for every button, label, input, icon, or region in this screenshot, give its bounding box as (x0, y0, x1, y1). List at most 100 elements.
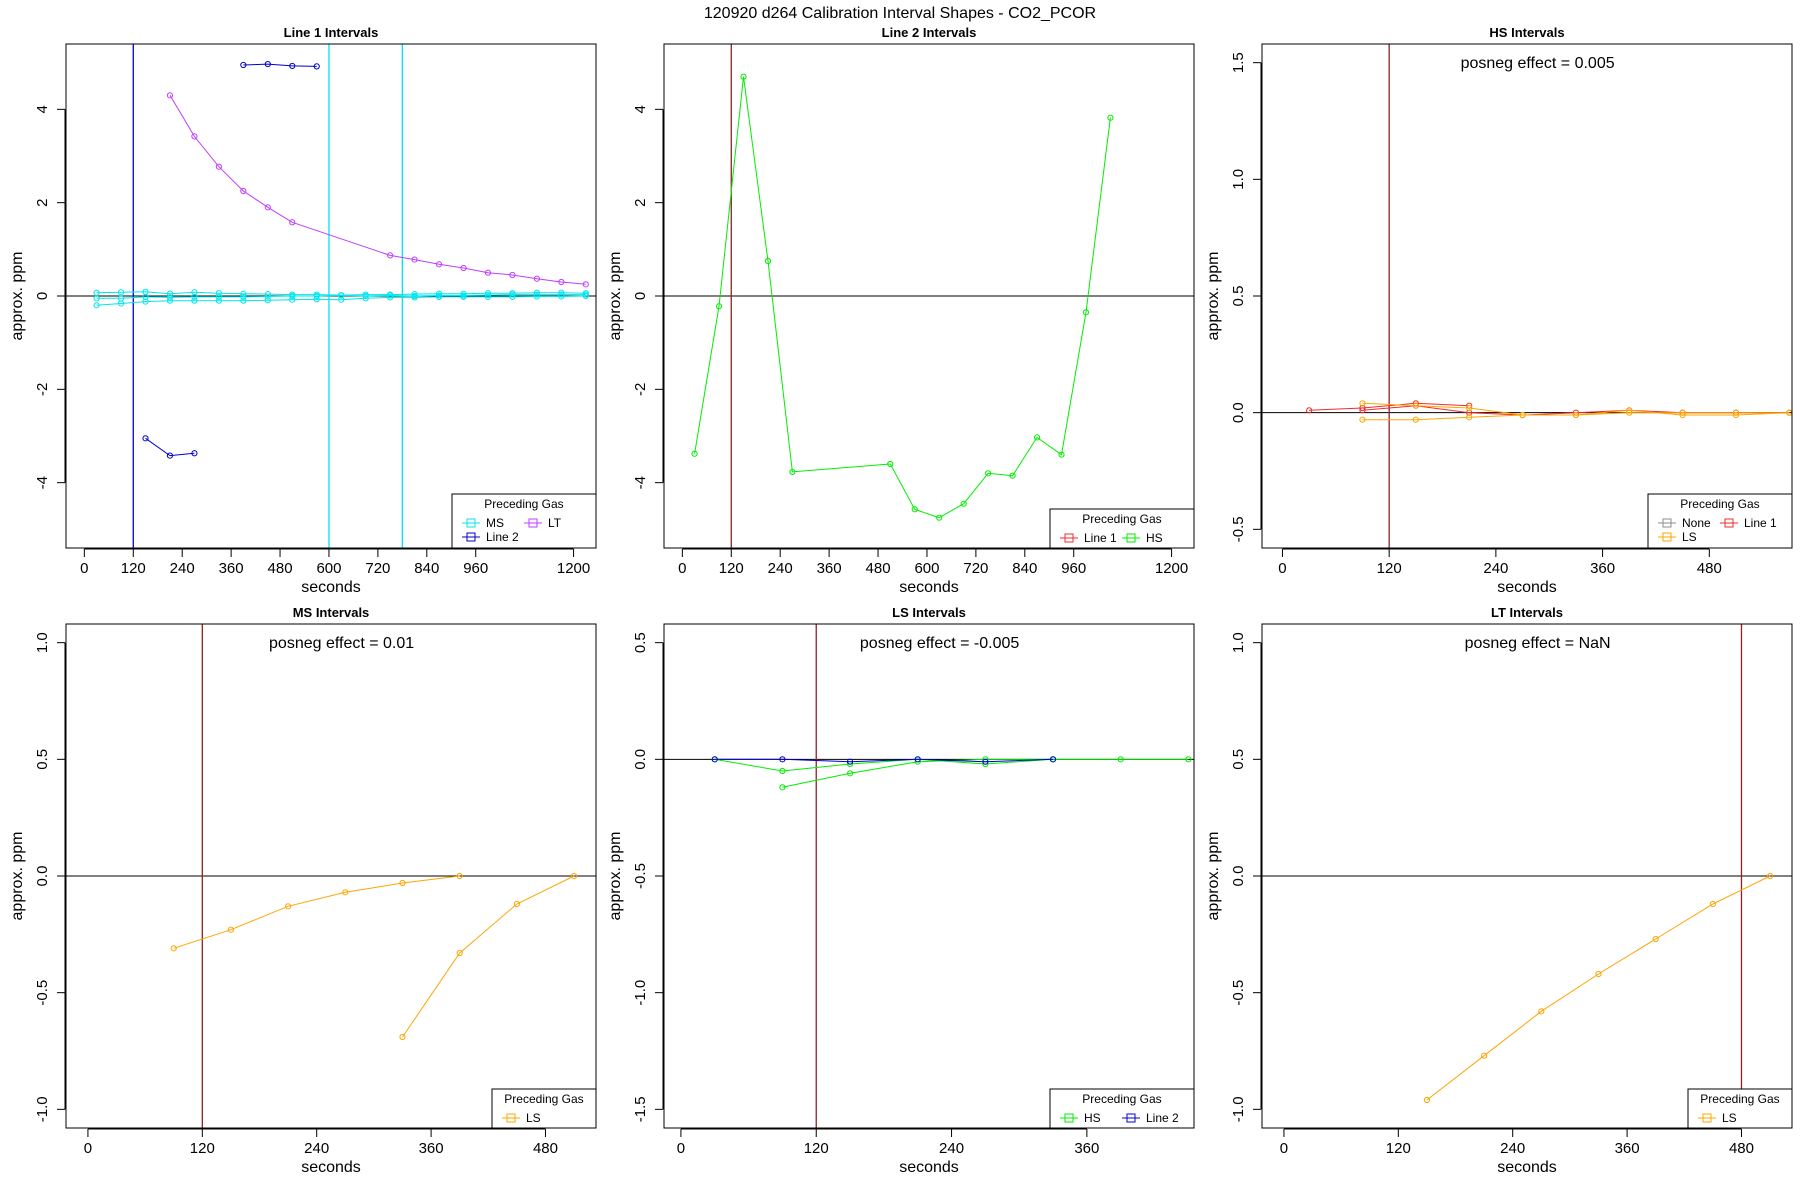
data-point (779, 784, 786, 791)
series-line (145, 437, 195, 457)
y-tick-label: 4 (632, 105, 649, 113)
data-point (435, 261, 443, 268)
legend-swatch-marker (466, 518, 476, 528)
data-point (362, 292, 369, 300)
panel-title: LT Intervals (1491, 605, 1563, 620)
y-tick-label: 4 (34, 105, 51, 113)
data-point (117, 289, 125, 296)
data-point (435, 292, 443, 299)
data-point (342, 889, 349, 896)
y-tick-label: 0.5 (1230, 749, 1247, 770)
data-point (985, 470, 992, 477)
data-point (1185, 756, 1192, 763)
x-tick-label: 0 (1280, 1140, 1288, 1157)
x-tick-label: 120 (804, 1140, 829, 1157)
x-tick-label: 360 (419, 1140, 444, 1157)
legend-title: Preceding Gas (484, 497, 563, 511)
x-tick-label: 1200 (1155, 560, 1188, 577)
y-axis-label: approx. ppm (9, 832, 26, 921)
data-point (1679, 411, 1686, 419)
x-axis-label: seconds (899, 579, 959, 596)
plot-frame (1261, 43, 1793, 549)
data-point (533, 275, 540, 282)
series-line (1362, 402, 1790, 416)
legend-entry: LT (548, 516, 562, 530)
series-line (96, 294, 586, 299)
x-tick-label: 0 (1278, 560, 1286, 577)
data-point (582, 281, 589, 288)
y-axis-label: approx. ppm (607, 832, 624, 921)
x-axis-label: seconds (1497, 579, 1557, 596)
series-line (1309, 402, 1470, 411)
legend-swatch-marker (506, 1113, 516, 1123)
data-point (558, 291, 565, 298)
x-axis-label: seconds (1497, 1159, 1557, 1176)
legend-title: Preceding Gas (504, 1092, 583, 1106)
y-tick-label: 1.0 (1230, 632, 1247, 653)
legend-entry: LS (1682, 530, 1697, 544)
data-point (1359, 407, 1366, 414)
data-point (1519, 411, 1526, 419)
data-point (1466, 409, 1473, 416)
legend: Preceding Gas LS (1687, 1088, 1793, 1129)
series-line (714, 758, 1054, 763)
data-point (166, 452, 174, 459)
legend-entry: None (1682, 516, 1711, 530)
legend-swatch-marker (1064, 1113, 1074, 1123)
data-point (558, 289, 565, 296)
posneg-annotation: posneg effect = 0.005 (1461, 55, 1615, 72)
y-tick-label: -4 (34, 476, 51, 489)
x-tick-label: 0 (677, 1140, 685, 1157)
series-line (1426, 875, 1771, 1101)
x-tick-label: 240 (1483, 560, 1508, 577)
legend-swatch-marker (1702, 1113, 1712, 1123)
y-tick-label: -0.5 (34, 980, 51, 1006)
x-tick-label: 360 (1615, 1140, 1640, 1157)
data-point (715, 303, 723, 310)
plot-area (66, 624, 596, 1128)
data-point (289, 292, 296, 300)
data-point (779, 756, 786, 763)
legend: Preceding Gas HS Line 2 (1049, 1088, 1195, 1129)
data-point (509, 271, 516, 279)
series-line (1362, 409, 1790, 421)
x-tick-label: 720 (963, 560, 988, 577)
legend-box (1049, 508, 1195, 549)
y-tick-label: 1.0 (34, 632, 51, 653)
data-point (911, 506, 918, 513)
plot-frame (1261, 623, 1793, 1129)
data-point (1732, 411, 1740, 419)
data-point (570, 872, 578, 880)
legend: Preceding Gas None Line 1 LS (1647, 493, 1793, 549)
data-point (338, 292, 345, 299)
series-line (714, 758, 1054, 772)
x-tick-label: 840 (1012, 560, 1037, 577)
y-tick-label: 0 (34, 292, 51, 300)
data-point (1359, 416, 1366, 423)
series-line (694, 76, 1111, 519)
data-point (460, 264, 467, 272)
data-point (1359, 400, 1366, 407)
y-tick-label: -1.5 (632, 1096, 649, 1122)
data-point (456, 949, 463, 957)
x-tick-label: 0 (80, 560, 88, 577)
data-point (1306, 407, 1313, 414)
data-point (1082, 309, 1090, 316)
legend-swatch-marker (528, 518, 538, 528)
x-tick-label: 480 (1697, 560, 1722, 577)
data-point (387, 294, 394, 301)
data-point (191, 293, 198, 301)
data-point (691, 450, 698, 457)
x-tick-label: 480 (1729, 1140, 1754, 1157)
plot-area (66, 44, 596, 548)
data-point (1049, 756, 1057, 763)
chart-panel-4: MS Intervals 0 120 240 360 480 seconds -1.0 -0.5… (9, 605, 597, 1176)
x-tick-label: 360 (1590, 560, 1615, 577)
data-point (411, 256, 418, 263)
posneg-annotation: posneg effect = -0.005 (860, 635, 1019, 652)
legend: Preceding Gas MS LT Line 2 (451, 493, 597, 549)
y-tick-label: 0.0 (1230, 402, 1247, 423)
x-tick-label: 120 (719, 560, 744, 577)
plot-area (1262, 44, 1792, 548)
data-point (240, 61, 247, 69)
